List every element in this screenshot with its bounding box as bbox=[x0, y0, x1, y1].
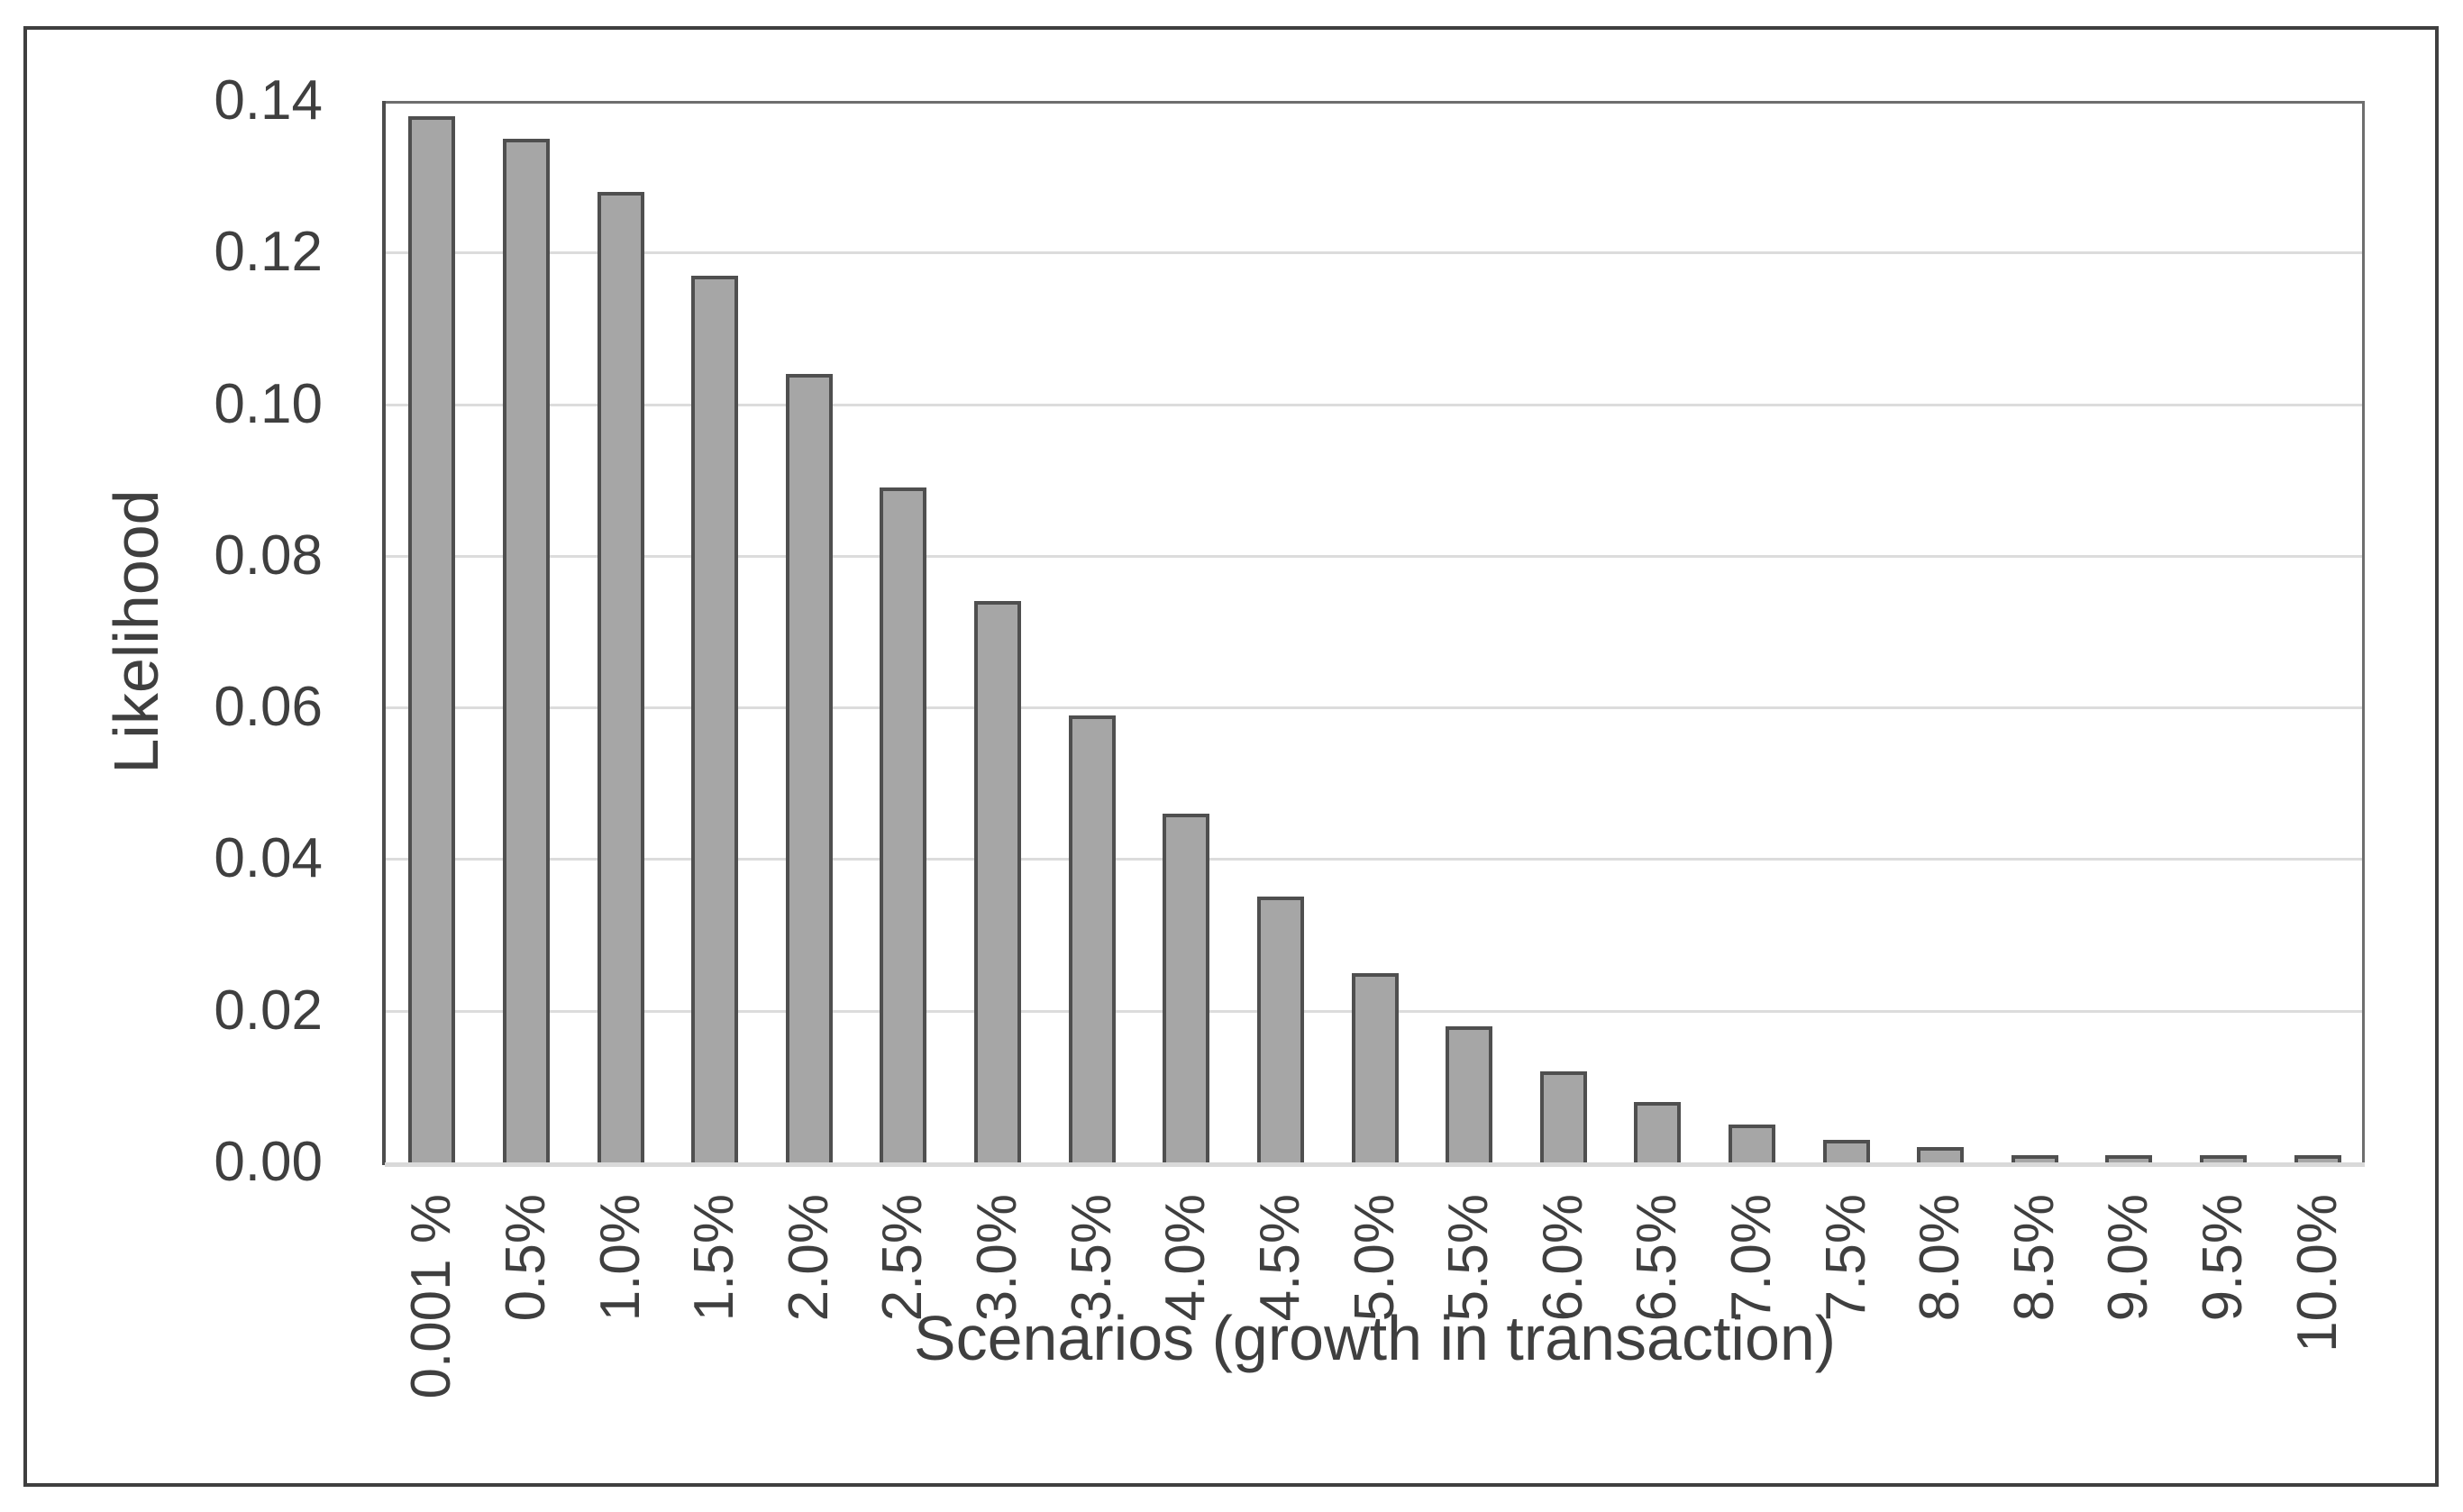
x-tick-label: 0.001 % bbox=[400, 1194, 462, 1399]
bar bbox=[1446, 1026, 1492, 1162]
y-tick-label: 0.12 bbox=[214, 221, 323, 283]
bar bbox=[880, 487, 926, 1162]
horizontal-gridline bbox=[385, 555, 2362, 558]
x-tick-label: 2.5% bbox=[871, 1194, 934, 1322]
y-tick-label: 0.14 bbox=[214, 69, 323, 132]
y-axis-title: Likelihood bbox=[101, 489, 171, 774]
x-tick-label: 1.5% bbox=[683, 1194, 745, 1322]
bar bbox=[1069, 715, 1116, 1162]
x-tick-label: 3.5% bbox=[1061, 1194, 1123, 1322]
bar bbox=[408, 116, 455, 1162]
x-tick-label: 6.5% bbox=[1626, 1194, 1688, 1322]
bar bbox=[1729, 1125, 1775, 1162]
bar bbox=[1352, 973, 1399, 1162]
bar bbox=[1163, 814, 1209, 1162]
y-tick-label: 0.08 bbox=[214, 524, 323, 587]
bar bbox=[1634, 1102, 1681, 1162]
y-tick-label: 0.02 bbox=[214, 979, 323, 1042]
x-tick-label: 2.0% bbox=[778, 1194, 840, 1322]
bar bbox=[1257, 897, 1304, 1162]
x-tick-label: 4.0% bbox=[1154, 1194, 1217, 1322]
horizontal-gridline bbox=[385, 706, 2362, 709]
x-tick-label: 0.5% bbox=[495, 1194, 557, 1322]
bar bbox=[598, 192, 644, 1162]
bar bbox=[2294, 1155, 2341, 1162]
bar bbox=[786, 374, 833, 1162]
y-tick-label: 0.04 bbox=[214, 827, 323, 889]
x-tick-label: 9.5% bbox=[2192, 1194, 2254, 1322]
horizontal-gridline bbox=[385, 251, 2362, 254]
horizontal-gridline bbox=[385, 858, 2362, 861]
x-tick-label: 6.0% bbox=[1532, 1194, 1594, 1322]
x-tick-label: 4.5% bbox=[1249, 1194, 1311, 1322]
bar bbox=[1917, 1147, 1964, 1162]
x-tick-label: 8.5% bbox=[2003, 1194, 2066, 1322]
x-tick-label: 7.0% bbox=[1720, 1194, 1783, 1322]
y-axis-line bbox=[382, 101, 386, 1165]
y-tick-label: 0.00 bbox=[214, 1131, 323, 1193]
bar bbox=[2200, 1155, 2247, 1162]
x-tick-label: 7.5% bbox=[1815, 1194, 1877, 1322]
x-tick-label: 3.0% bbox=[966, 1194, 1028, 1322]
plot-border bbox=[385, 101, 2365, 1162]
bar bbox=[1823, 1140, 1870, 1162]
x-tick-label: 5.0% bbox=[1344, 1194, 1406, 1322]
x-tick-label: 1.0% bbox=[589, 1194, 652, 1322]
x-axis-title: Scenarios (growth in transaction) bbox=[913, 1303, 1837, 1373]
bar bbox=[691, 276, 738, 1162]
bar bbox=[1540, 1071, 1587, 1162]
x-tick-label: 10.0% bbox=[2286, 1194, 2349, 1353]
x-tick-label: 9.0% bbox=[2097, 1194, 2159, 1322]
bar bbox=[503, 139, 550, 1162]
x-tick-label: 5.5% bbox=[1437, 1194, 1500, 1322]
x-axis-line bbox=[385, 1162, 2365, 1167]
bar bbox=[974, 601, 1021, 1162]
y-tick-label: 0.06 bbox=[214, 676, 323, 738]
horizontal-gridline bbox=[385, 404, 2362, 406]
x-tick-label: 8.0% bbox=[1909, 1194, 1971, 1322]
bar bbox=[2105, 1155, 2152, 1162]
y-tick-label: 0.10 bbox=[214, 373, 323, 435]
bar bbox=[2011, 1155, 2058, 1162]
